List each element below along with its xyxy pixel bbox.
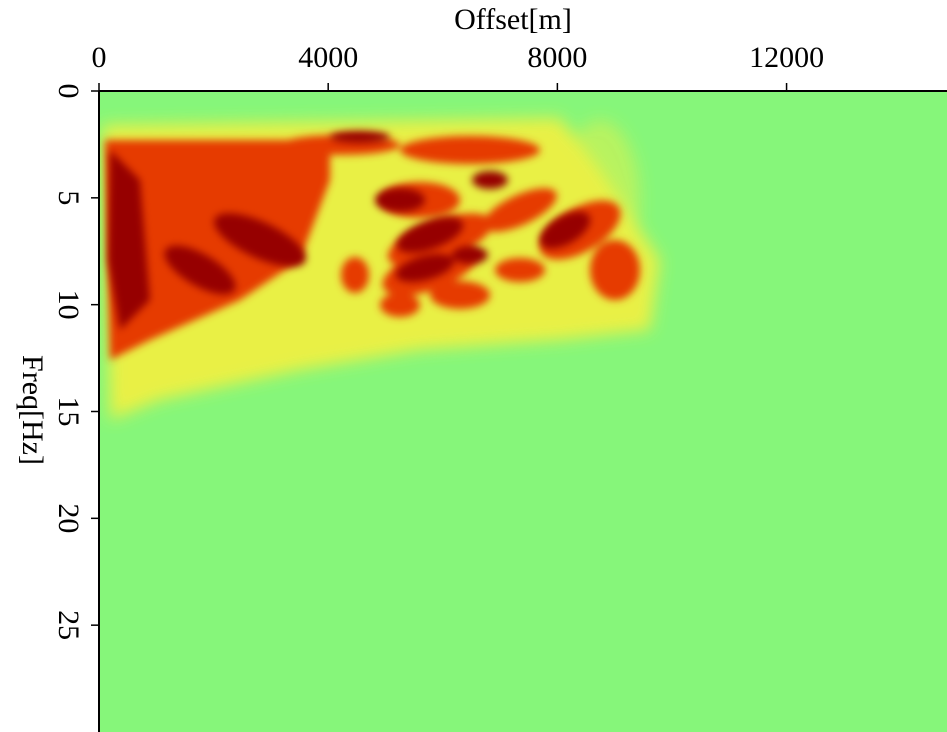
x-axis-label: Offset[m]: [454, 3, 572, 36]
heatmap-field: [102, 118, 660, 420]
y-tick-label: 15: [52, 397, 85, 427]
x-tick-label: 12000: [749, 41, 824, 74]
y-tick-label: 25: [52, 610, 85, 640]
x-tick-label: 8000: [527, 41, 587, 74]
x-tick-label: 4000: [298, 41, 358, 74]
y-tick-label: 10: [52, 290, 85, 320]
y-tick-label: 20: [52, 503, 85, 533]
y-tick-label: 5: [52, 190, 85, 205]
y-tick-label: 0: [52, 84, 85, 99]
y-axis-label: Freq[Hz]: [16, 355, 49, 465]
x-tick-label: 0: [92, 41, 107, 74]
